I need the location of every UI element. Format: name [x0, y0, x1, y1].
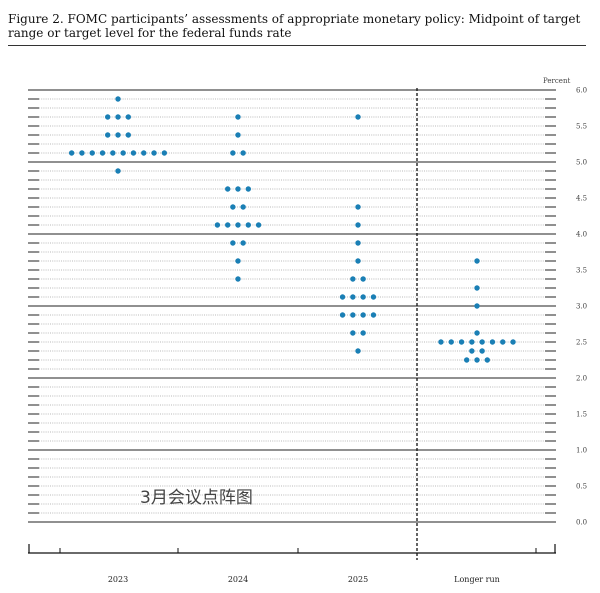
participant-dot: [479, 339, 485, 345]
participant-dot: [105, 132, 111, 138]
participant-dot: [474, 258, 480, 264]
participant-dot: [355, 222, 361, 228]
participant-dot: [469, 348, 475, 354]
y-tick-label: 2.0: [576, 375, 587, 383]
participant-dot: [105, 114, 111, 120]
participant-dot: [484, 357, 490, 363]
participant-dot: [141, 150, 147, 156]
participant-dot: [474, 330, 480, 336]
participant-dot: [370, 294, 377, 300]
participant-dot: [489, 339, 496, 345]
participant-dot: [130, 150, 137, 156]
participant-dot: [230, 204, 236, 210]
participant-dot: [360, 330, 366, 336]
participant-dot: [115, 168, 121, 174]
participant-dot: [500, 339, 506, 345]
participant-dot: [235, 114, 241, 120]
participant-dot: [230, 240, 236, 246]
participant-dot: [360, 294, 366, 300]
participant-dot: [255, 222, 262, 228]
participant-dot: [350, 330, 356, 336]
y-tick-label: 0.5: [576, 483, 587, 491]
participant-dot: [235, 222, 241, 228]
participant-dot: [350, 276, 356, 282]
y-tick-label: 0.0: [576, 519, 587, 527]
participant-dot: [360, 312, 366, 318]
participant-dot: [469, 339, 475, 345]
participant-dot: [115, 132, 121, 138]
title-rule: [8, 45, 586, 46]
participant-dot: [474, 285, 480, 291]
participant-dot: [240, 204, 246, 210]
y-tick-label: 4.0: [576, 231, 587, 239]
participant-dot: [355, 258, 361, 264]
x-category-label: 2023: [108, 575, 128, 584]
participant-dot: [68, 150, 75, 156]
watermark-text: 3月会议点阵图: [140, 488, 253, 508]
participant-dot: [115, 96, 121, 102]
participant-dot: [350, 312, 356, 318]
participant-dot: [235, 186, 241, 192]
participant-dot: [240, 150, 246, 156]
y-tick-label: 1.5: [576, 411, 587, 419]
participant-dot: [355, 240, 361, 246]
participant-dot: [235, 258, 241, 264]
y-tick-label: 4.5: [576, 195, 587, 203]
participant-dot: [355, 114, 361, 120]
participant-dot: [214, 222, 221, 228]
participant-dot: [370, 312, 377, 318]
participant-dot: [474, 357, 480, 363]
participant-dot: [235, 276, 241, 282]
figure-title: Figure 2. FOMC participants’ assessments…: [8, 12, 581, 40]
participant-dot: [235, 132, 241, 138]
y-tick-label: 1.0: [576, 447, 587, 455]
participant-dot: [161, 150, 168, 156]
participant-dot: [79, 150, 85, 156]
y-tick-label: 2.5: [576, 339, 587, 347]
participant-dot: [115, 114, 121, 120]
participant-dot: [510, 339, 516, 345]
y-tick-label: 6.0: [576, 87, 587, 95]
x-category-label: 2024: [228, 575, 248, 584]
x-category-label: 2025: [348, 575, 368, 584]
x-category-label: Longer run: [454, 575, 500, 584]
participant-dot: [110, 150, 116, 156]
participant-dot: [474, 303, 480, 309]
participant-dot: [464, 357, 470, 363]
y-tick-label: 3.5: [576, 267, 587, 275]
participant-dot: [240, 240, 246, 246]
participant-dot: [350, 294, 356, 300]
participant-dot: [339, 312, 346, 318]
participant-dot: [245, 186, 251, 192]
participant-dot: [355, 204, 361, 210]
participant-dot: [245, 222, 251, 228]
participant-dot: [225, 222, 231, 228]
y-tick-label: 5.5: [576, 123, 587, 131]
participant-dot: [125, 132, 131, 138]
y-tick-label: 3.0: [576, 303, 587, 311]
participant-dot: [458, 339, 465, 345]
participant-dot: [125, 114, 131, 120]
participant-dot: [339, 294, 346, 300]
participant-dot: [448, 339, 454, 345]
participant-dot: [479, 348, 485, 354]
participant-dot: [89, 150, 95, 156]
participant-dot: [230, 150, 236, 156]
participant-dot: [360, 276, 366, 282]
participant-dot: [355, 348, 361, 354]
y-tick-label: 5.0: [576, 159, 587, 167]
participant-dot: [99, 150, 106, 156]
participant-dot: [225, 186, 231, 192]
participant-dot: [120, 150, 126, 156]
participant-dot: [151, 150, 157, 156]
y-axis-label: Percent: [543, 77, 570, 85]
participant-dot: [438, 339, 444, 345]
